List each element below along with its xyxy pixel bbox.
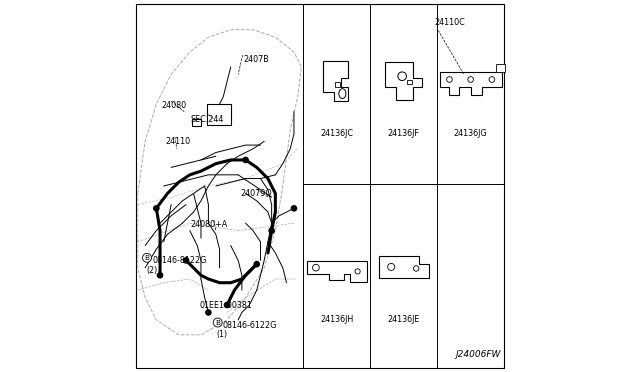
Text: 2407B: 2407B — [244, 55, 269, 64]
Text: 24080+A: 24080+A — [191, 220, 228, 229]
Text: 24080: 24080 — [161, 101, 186, 110]
Circle shape — [206, 310, 211, 315]
Bar — [335, 82, 340, 87]
Text: SEC.244: SEC.244 — [191, 115, 224, 124]
Text: 24079Q: 24079Q — [240, 189, 272, 198]
Circle shape — [291, 206, 296, 211]
Text: 01EE1-00381: 01EE1-00381 — [199, 301, 252, 310]
Text: 24136JG: 24136JG — [454, 129, 488, 138]
Text: 24136JF: 24136JF — [388, 129, 420, 138]
Text: 08146-6122G: 08146-6122G — [223, 321, 277, 330]
Text: J24006FW: J24006FW — [455, 350, 500, 359]
Text: 08146-8122G: 08146-8122G — [152, 256, 207, 265]
Bar — [207, 104, 231, 125]
Text: 24110C: 24110C — [434, 18, 465, 27]
Circle shape — [225, 302, 230, 308]
Circle shape — [269, 228, 275, 233]
Circle shape — [154, 206, 159, 211]
Circle shape — [254, 262, 259, 267]
Text: (1): (1) — [216, 330, 228, 339]
Text: 24136JC: 24136JC — [320, 129, 353, 138]
Text: 24136JE: 24136JE — [387, 315, 420, 324]
Text: 24110: 24110 — [165, 137, 190, 146]
Bar — [191, 119, 201, 126]
Text: 24136JH: 24136JH — [320, 315, 353, 324]
Bar — [407, 80, 412, 84]
Bar — [496, 64, 504, 73]
Circle shape — [143, 253, 152, 262]
Text: (2): (2) — [146, 266, 157, 275]
Circle shape — [184, 258, 189, 263]
Circle shape — [157, 273, 163, 278]
Circle shape — [213, 318, 222, 327]
Text: B: B — [215, 320, 220, 326]
Circle shape — [243, 157, 248, 163]
Text: B: B — [145, 255, 150, 261]
